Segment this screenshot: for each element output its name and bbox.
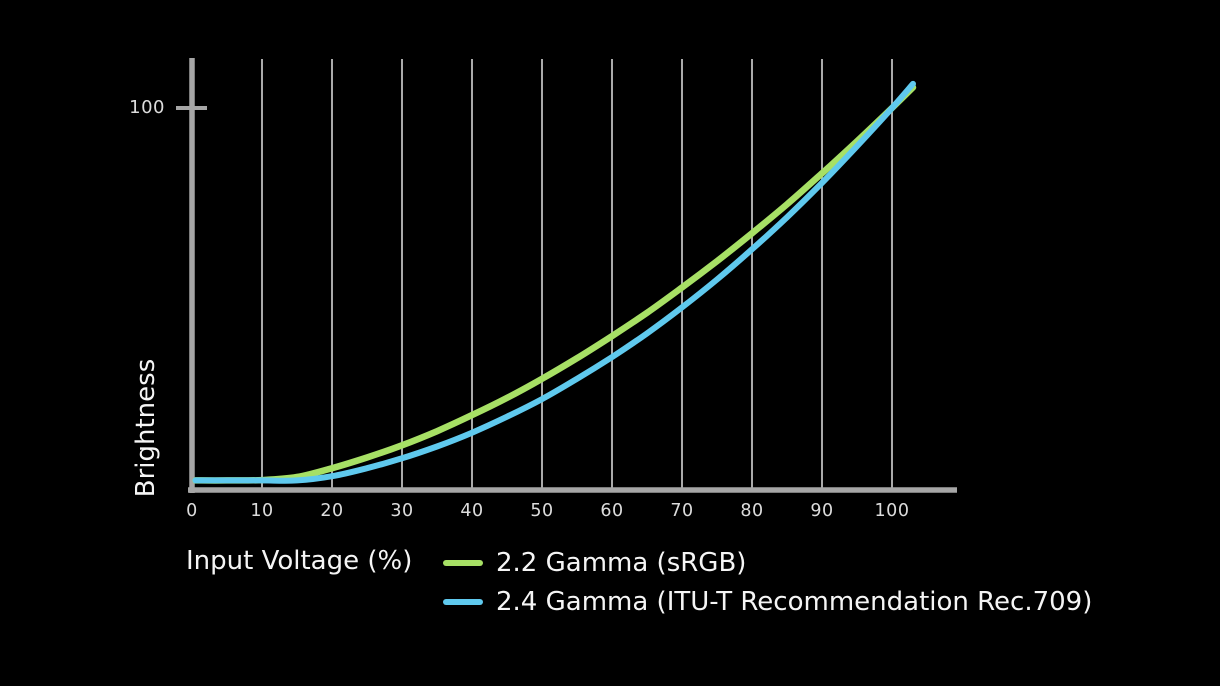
x-axis-tick-label-30: 30: [390, 501, 414, 521]
y-axis-tick-label-100: 100: [129, 97, 165, 118]
x-axis-tick-label-20: 20: [320, 501, 344, 521]
x-axis-tick-label-70: 70: [670, 501, 694, 521]
gamma-2.4-curve: [192, 80, 916, 484]
x-axis-tick-label-100: 100: [874, 501, 910, 521]
legend-label-gamma-2-4: 2.4 Gamma (ITU-T Recommendation Rec.709): [496, 586, 1093, 617]
x-axis-tick-label-40: 40: [460, 501, 484, 521]
legend-label-gamma-2-2: 2.2 Gamma (sRGB): [496, 547, 747, 578]
legend-item-gamma-2-2: 2.2 Gamma (sRGB): [443, 547, 1092, 578]
x-axis-tick-label-10: 10: [250, 501, 274, 521]
x-axis-tick-label-60: 60: [600, 501, 624, 521]
legend-swatch-blue-line: [443, 598, 483, 605]
legend-swatch-green-line: [443, 559, 483, 566]
curves: [192, 80, 917, 484]
x-axis-tick-label-50: 50: [530, 501, 554, 521]
x-axis-tick-label-90: 90: [810, 501, 834, 521]
legend-item-gamma-2-4: 2.4 Gamma (ITU-T Recommendation Rec.709): [443, 586, 1092, 617]
gridlines: [261, 59, 893, 488]
legend: 2.2 Gamma (sRGB) 2.4 Gamma (ITU-T Recomm…: [443, 547, 1092, 617]
x-axis-tick-label-80: 80: [740, 501, 764, 521]
x-axis-title: Input Voltage (%): [186, 546, 413, 576]
gamma-2.2-curve: [192, 84, 917, 484]
x-axis-tick-label-0: 0: [186, 501, 198, 521]
y-axis-title: Brightness: [131, 358, 161, 498]
axes: [176, 58, 957, 493]
